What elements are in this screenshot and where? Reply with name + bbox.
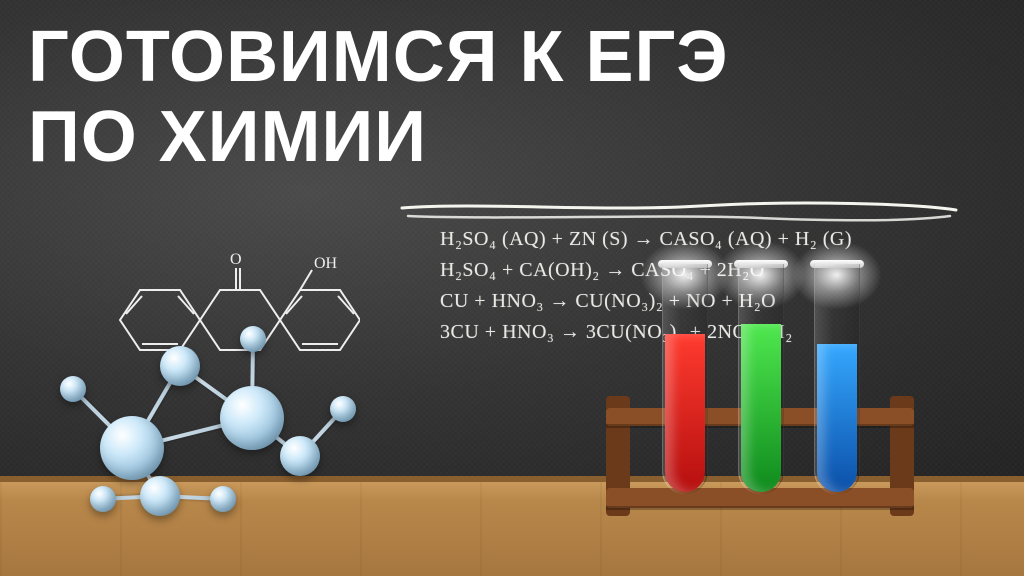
atom-med bbox=[280, 436, 320, 476]
atom-sm bbox=[60, 376, 86, 402]
test-tube-rack bbox=[600, 236, 920, 516]
test-tube-red bbox=[662, 264, 708, 494]
title-line-2: ПО ХИМИИ bbox=[28, 100, 729, 176]
atom-sm bbox=[330, 396, 356, 422]
atom-sm bbox=[240, 326, 266, 352]
liquid-green bbox=[741, 324, 781, 492]
atom-big bbox=[220, 386, 284, 450]
atom-med bbox=[160, 346, 200, 386]
atom-sm bbox=[210, 486, 236, 512]
title-line-1: ГОТОВИМСЯ К ЕГЭ bbox=[28, 20, 729, 96]
main-title: ГОТОВИМСЯ К ЕГЭ ПО ХИМИИ bbox=[28, 20, 729, 175]
liquid-red bbox=[665, 334, 705, 492]
test-tube-green bbox=[738, 264, 784, 494]
atom-big bbox=[100, 416, 164, 480]
label-O: O bbox=[230, 251, 242, 268]
test-tube-blue bbox=[814, 264, 860, 494]
atom-med bbox=[140, 476, 180, 516]
tube-glass bbox=[814, 264, 860, 494]
label-OH-1: OH bbox=[314, 255, 338, 272]
tube-glass bbox=[738, 264, 784, 494]
molecule-3d bbox=[30, 286, 370, 546]
liquid-blue bbox=[817, 344, 857, 492]
atom-sm bbox=[90, 486, 116, 512]
tube-glass bbox=[662, 264, 708, 494]
